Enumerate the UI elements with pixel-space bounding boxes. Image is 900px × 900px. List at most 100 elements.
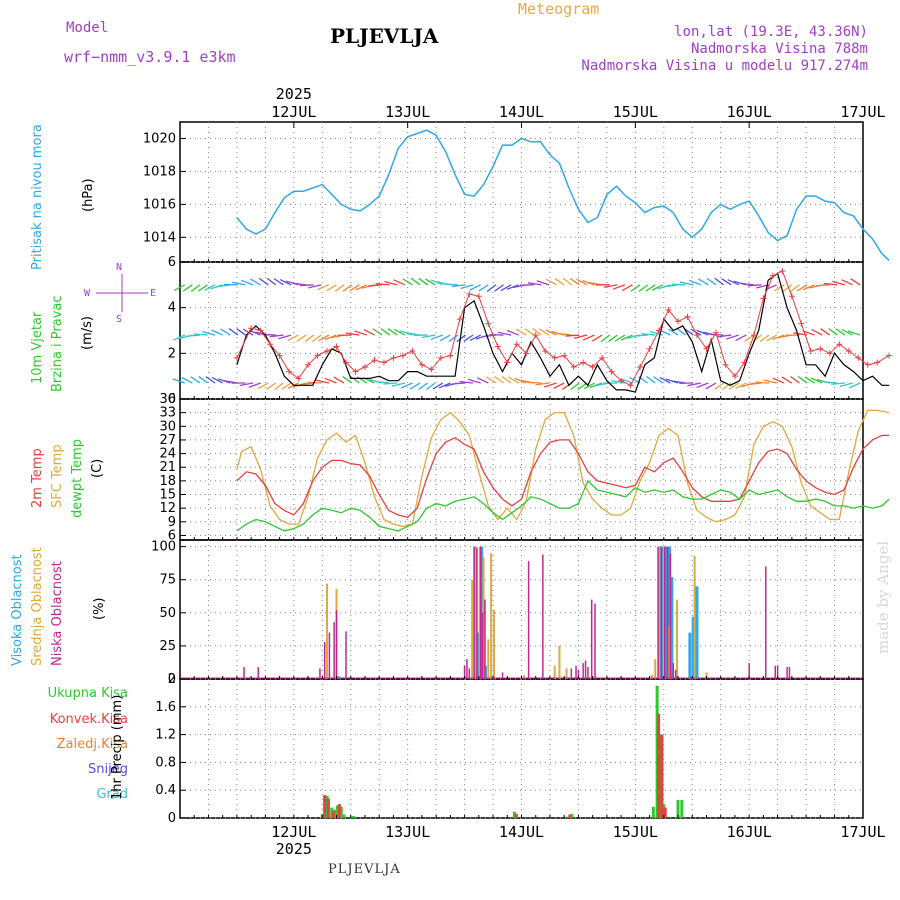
wind-arrow <box>448 334 459 342</box>
wind-arrow <box>705 382 717 390</box>
wind-arrow <box>721 278 732 286</box>
wind-arrow <box>324 377 337 384</box>
cloud-bar <box>658 546 662 679</box>
cloud-bar <box>654 659 657 679</box>
gust-marker <box>618 377 625 384</box>
wind-arrow <box>368 284 383 287</box>
gust-marker <box>343 359 350 366</box>
wind-arrow <box>186 334 200 337</box>
wind-arrow <box>796 284 808 292</box>
wind-arrow <box>790 375 800 384</box>
year-label-bottom: 2025 <box>276 840 312 858</box>
wind-arrow <box>841 328 853 336</box>
wind-arrow <box>236 328 246 336</box>
precip-bar <box>663 807 667 818</box>
wind-arrow <box>797 375 808 384</box>
wind-arrow <box>755 381 770 384</box>
wind-arrow <box>683 328 694 336</box>
wind-arrow <box>815 284 830 287</box>
wind-arrow <box>425 382 436 391</box>
wind-arrow <box>740 282 754 286</box>
ytick-label-0: 1020 <box>143 131 176 146</box>
cloud-bar <box>542 554 544 679</box>
gust-marker <box>874 359 881 366</box>
wind-arrow <box>592 334 603 342</box>
legend-snow: Snijeg <box>88 762 128 777</box>
cloud-bar <box>765 566 767 679</box>
precip-bar <box>657 713 661 818</box>
wind-arrow <box>774 284 785 292</box>
wind-arrow <box>421 334 436 339</box>
ytick-label-4: 1.6 <box>155 700 176 715</box>
cloud-bar <box>705 672 708 679</box>
gust-marker <box>437 354 444 361</box>
cloud-bar <box>587 667 589 679</box>
gust-marker <box>267 341 274 348</box>
ytick-label-0: 1018 <box>143 164 176 179</box>
precip-bar <box>352 815 356 818</box>
precip-bar <box>514 813 518 818</box>
wind-arrow <box>354 330 368 336</box>
cloud-bar <box>466 659 468 679</box>
precip-bar <box>566 816 570 818</box>
wind-arrow <box>850 278 861 286</box>
day-label-top: 14JUL <box>499 103 544 121</box>
wind-arrow <box>611 380 626 384</box>
wind-arrow <box>645 284 656 292</box>
year-label-top: 2025 <box>276 85 312 103</box>
wind-arrow <box>620 334 633 341</box>
sfc-temp-line <box>236 409 890 528</box>
wind-arrow <box>832 280 846 286</box>
cloud-bar <box>501 672 504 679</box>
gust-marker <box>466 290 473 297</box>
wind-arrow <box>489 333 504 336</box>
wind-arrow <box>304 334 315 343</box>
gust-marker <box>513 341 520 348</box>
cloud-bar <box>558 645 561 679</box>
wind-arrow <box>266 382 277 390</box>
gust-marker <box>248 325 255 332</box>
compass-east: E <box>150 288 157 299</box>
wind-arrow <box>273 278 284 286</box>
cloud-bar <box>243 667 245 679</box>
wind-arrow <box>630 284 641 292</box>
wind-arrow <box>438 382 451 389</box>
cloud-bar <box>474 546 477 679</box>
gust-marker <box>779 268 786 275</box>
wind-arrow <box>646 375 656 384</box>
gust-marker <box>305 361 312 368</box>
gust-marker <box>523 350 530 357</box>
gust-marker <box>769 272 776 279</box>
day-label-top: 12JUL <box>271 103 316 121</box>
ytick-label-2: 15 <box>159 488 176 503</box>
wind-arrow <box>536 280 550 286</box>
wind-arrow <box>410 277 421 286</box>
wind-arrow <box>181 376 193 384</box>
wind-arrow <box>460 284 474 290</box>
cloud-bar <box>570 668 573 679</box>
cloud-bar <box>323 641 326 679</box>
gust-marker <box>286 368 293 375</box>
cloud-bar <box>658 546 661 679</box>
elevation-label: Nadmorska Visina 788m <box>690 41 868 57</box>
precip-bar <box>335 805 339 818</box>
wind-arrow <box>430 334 443 341</box>
wind-arrow <box>197 284 208 292</box>
gust-marker <box>409 348 416 355</box>
gust-marker <box>608 368 615 375</box>
cloud-bar <box>553 665 556 679</box>
wind-arrow <box>565 334 580 337</box>
compass-west: W <box>84 288 91 299</box>
precip-bar <box>680 799 684 818</box>
wind-arrow <box>210 284 223 290</box>
gust-marker <box>361 364 368 371</box>
wind-arrow <box>334 284 345 292</box>
cloud-bar <box>662 546 665 679</box>
cloud-bar <box>674 669 677 679</box>
cloud-bar <box>594 603 596 679</box>
wind-arrow <box>744 334 755 342</box>
wind-arrow <box>664 284 679 288</box>
cloud-bar <box>788 667 791 679</box>
gust-marker <box>475 293 482 300</box>
